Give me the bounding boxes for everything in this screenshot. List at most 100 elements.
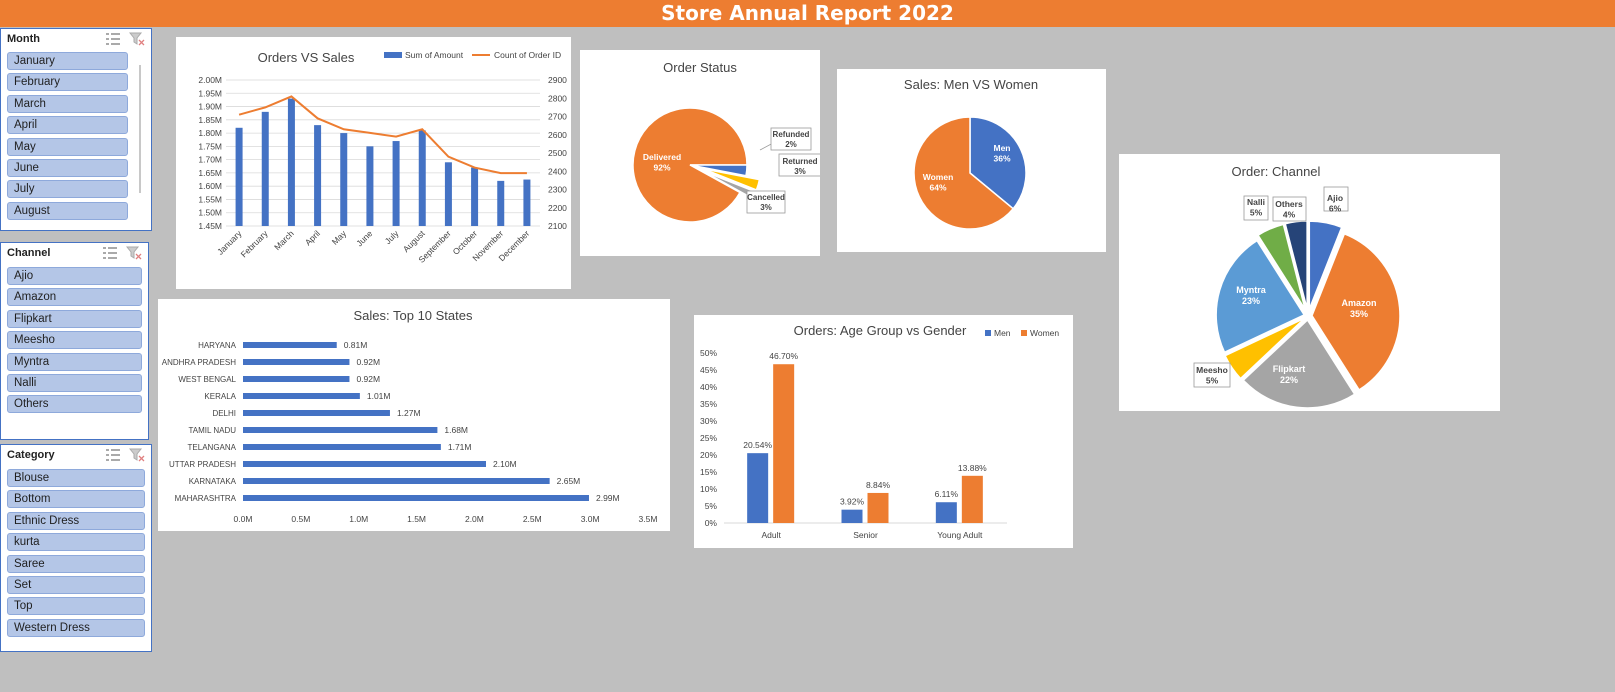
slice-nalli bbox=[1257, 223, 1306, 310]
data-label: 2.10M bbox=[493, 459, 517, 469]
report-title: Store Annual Report 2022 bbox=[0, 0, 1615, 27]
line-count-of-order-id bbox=[238, 95, 527, 175]
slicer-item-blouse[interactable]: Blouse bbox=[7, 469, 145, 487]
clear-filter-icon[interactable] bbox=[126, 246, 142, 260]
slicer-item-top[interactable]: Top bbox=[7, 597, 145, 616]
clear-filter-icon[interactable] bbox=[129, 448, 145, 462]
y-tick-label: 1.85M bbox=[198, 115, 222, 125]
x-tick-label: 2.5M bbox=[523, 514, 542, 524]
state-label: UTTAR PRADESH bbox=[169, 460, 236, 469]
data-label-ajio: 6% bbox=[1329, 204, 1342, 214]
bar-senior-men bbox=[841, 509, 863, 523]
multi-select-icon[interactable] bbox=[102, 246, 118, 260]
state-label: KARNATAKA bbox=[189, 477, 237, 486]
data-label-nalli-box bbox=[1243, 195, 1269, 221]
multi-select-icon[interactable] bbox=[105, 32, 121, 46]
y-tick-label: 50% bbox=[700, 348, 717, 358]
data-label-men: Men bbox=[994, 143, 1011, 153]
legend-swatch-amount bbox=[384, 52, 402, 58]
data-label-cancelled: 3% bbox=[760, 203, 772, 212]
sales-men-vs-women-chart[interactable]: Sales: Men VS Women Men 36% Women 64% bbox=[837, 69, 1106, 252]
chart-title: Order Status bbox=[663, 60, 737, 75]
y-tick-label: 2.00M bbox=[198, 75, 222, 85]
slicer-header: Month bbox=[1, 29, 151, 51]
x-tick-label: 2.0M bbox=[465, 514, 484, 524]
data-label-others: Others bbox=[1275, 199, 1303, 209]
slicer-item-july[interactable]: July bbox=[7, 180, 128, 199]
slicer-item-may[interactable]: May bbox=[7, 137, 128, 156]
slicer-item-amazon[interactable]: Amazon bbox=[7, 288, 142, 307]
orders-age-group-gender-chart[interactable]: Orders: Age Group vs Gender Men Women 50% 45… bbox=[694, 315, 1073, 548]
y-tick-label: 25% bbox=[700, 433, 717, 443]
slicer-item-ethnic-dress[interactable]: Ethnic Dress bbox=[7, 511, 145, 530]
y2-tick-label: 2800 bbox=[548, 93, 567, 103]
slicer-item-march[interactable]: March bbox=[7, 94, 128, 113]
category-slicer: Category Blouse Bottom Ethnic Dress kurta Sa… bbox=[0, 444, 152, 652]
y2-tick-label: 2300 bbox=[548, 185, 567, 195]
y-tick-label: 45% bbox=[700, 365, 717, 375]
clear-filter-icon[interactable] bbox=[129, 32, 145, 46]
chart-title: Orders: Age Group vs Gender bbox=[794, 323, 967, 338]
data-label: 2.99M bbox=[596, 493, 620, 503]
bar-haryana bbox=[243, 342, 337, 348]
data-label-women: Women bbox=[923, 172, 954, 182]
state-label: TAMIL NADU bbox=[188, 426, 236, 435]
data-label-refunded-box bbox=[770, 127, 812, 151]
chart-title: Orders VS Sales bbox=[258, 50, 355, 65]
y-tick-label: 10% bbox=[700, 484, 717, 494]
data-label-women: 64% bbox=[929, 183, 946, 193]
slicer-item-others[interactable]: Others bbox=[7, 395, 142, 414]
slicer-item-june[interactable]: June bbox=[7, 159, 128, 177]
slicer-item-saree[interactable]: Saree bbox=[7, 554, 145, 573]
orders-vs-sales-chart[interactable]: Orders VS Sales Sum of Amount Count of Ord… bbox=[176, 37, 571, 289]
sales-top-10-states-chart[interactable]: Sales: Top 10 States HARYANA 0.81M ANDHRA P… bbox=[158, 299, 670, 531]
x-tick-label: Adult bbox=[761, 530, 781, 540]
data-label-men: 36% bbox=[993, 154, 1010, 164]
state-label: MAHARASHTRA bbox=[175, 494, 237, 503]
data-label-myntra: 23% bbox=[1242, 296, 1260, 306]
slicer-item-nalli[interactable]: Nalli bbox=[7, 374, 142, 392]
scrollbar[interactable] bbox=[139, 65, 141, 193]
y-tick-label: 1.80M bbox=[198, 128, 222, 138]
legend-label-amount: Sum of Amount bbox=[405, 50, 464, 60]
slice-men bbox=[969, 116, 1027, 210]
bar-adult-men bbox=[747, 453, 769, 523]
slicer-item-april[interactable]: April bbox=[7, 116, 128, 135]
x-tick-label: April bbox=[303, 228, 322, 247]
data-label-refunded: Refunded bbox=[773, 130, 810, 139]
slicer-item-february[interactable]: February bbox=[7, 73, 128, 92]
order-status-chart[interactable]: Order Status Delivered 92% Refunded 2% Return… bbox=[580, 50, 822, 256]
data-label-ajio: Ajio bbox=[1327, 193, 1343, 203]
x-tick-label: June bbox=[354, 228, 374, 248]
slicer-item-myntra[interactable]: Myntra bbox=[7, 352, 142, 371]
y-tick-label: 1.50M bbox=[198, 208, 222, 218]
bar-andhra-pradesh bbox=[243, 359, 350, 365]
slicer-item-august[interactable]: August bbox=[7, 201, 128, 220]
bar-tamil-nadu bbox=[243, 427, 438, 433]
bar-march bbox=[287, 98, 295, 226]
data-label: 3.92% bbox=[840, 497, 865, 507]
slicer-item-flipkart[interactable]: Flipkart bbox=[7, 309, 142, 328]
slicer-item-january[interactable]: January bbox=[7, 52, 128, 70]
bar-february bbox=[261, 111, 269, 226]
chart-title: Order: Channel bbox=[1232, 164, 1321, 179]
bar-west-bengal bbox=[243, 376, 350, 382]
data-label-flipkart: 22% bbox=[1280, 375, 1298, 385]
x-tick-label: 1.0M bbox=[349, 514, 368, 524]
slicer-item-set[interactable]: Set bbox=[7, 576, 145, 594]
y-tick-label: 40% bbox=[700, 382, 717, 392]
slicer-item-kurta[interactable]: kurta bbox=[7, 533, 145, 552]
order-channel-chart[interactable]: Order: Channel Ajio 6% Amazon 35% Flipkart 22%… bbox=[1119, 154, 1500, 411]
data-label-meesho: 5% bbox=[1206, 376, 1219, 386]
slicer-item-meesho[interactable]: Meesho bbox=[7, 331, 142, 350]
state-label: HARYANA bbox=[198, 341, 237, 350]
slicer-item-western-dress[interactable]: Western Dress bbox=[7, 618, 145, 637]
data-label-delivered: 92% bbox=[653, 163, 670, 173]
data-label: 8.84% bbox=[866, 480, 891, 490]
data-label-returned: Returned bbox=[782, 157, 817, 166]
slice-myntra bbox=[1215, 239, 1306, 354]
multi-select-icon[interactable] bbox=[105, 448, 121, 462]
slicer-item-ajio[interactable]: Ajio bbox=[7, 267, 142, 285]
slicer-item-bottom[interactable]: Bottom bbox=[7, 490, 145, 509]
data-label: 6.11% bbox=[935, 489, 959, 499]
